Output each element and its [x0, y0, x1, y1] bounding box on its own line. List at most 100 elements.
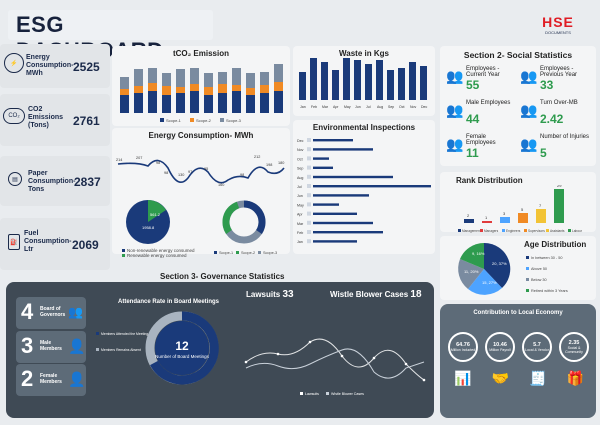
co2-bar-seg [190, 84, 199, 91]
waste-tick: Jun [355, 105, 361, 109]
legend-nonrenewable: Non-renewable energy consumed [127, 248, 195, 253]
co2-stacked-bar-chart: Scope-1 Scope-2 Scope-3 [120, 64, 283, 123]
co2-bar-seg [134, 69, 143, 86]
co2-bar-seg [176, 69, 185, 87]
co2-bar-seg [148, 68, 157, 83]
inspection-tick: May [297, 203, 304, 207]
male-member-icon: 👤 [68, 338, 86, 354]
energy-label: 98 [240, 173, 244, 177]
gov-card-board: 4 Board of Governors 👥 [16, 297, 86, 329]
legend-renewable: Renewable energy consumed [127, 253, 187, 258]
social-item: 👥 Employees - Previous Year 33 [520, 66, 578, 92]
group-icon: 👥 [446, 68, 464, 84]
inspection-bar [313, 166, 333, 169]
document-icon: 🧾 [529, 370, 547, 386]
waste-bar [354, 60, 361, 100]
attendance-donut: 12 Number of Board Meetings Members Atte… [96, 311, 219, 385]
inspection-bar [313, 194, 369, 197]
energy-label: 160 [218, 183, 224, 187]
age-legend-1: In between 30 - 50 [531, 256, 562, 260]
metric-label: Energy Consumption-MWh [26, 54, 74, 77]
waste-bar [332, 70, 339, 100]
energy-label: 130 [178, 173, 184, 177]
co2-bar-seg [204, 87, 213, 95]
rank-bar-chart: 2 1 3 5 7 29 Management Managers Engineers Superv… [458, 183, 583, 233]
age-legend-2: Above 50 [531, 267, 547, 271]
legend-scope1: Scope-1 [166, 118, 182, 123]
waste-bar [398, 68, 405, 100]
inspection-tick: Jan [297, 240, 303, 244]
metric-value: 2761 [73, 114, 100, 128]
donation-icon: 🎁 [566, 370, 584, 386]
inspection-bar [313, 185, 431, 188]
metric-value: 2837 [74, 175, 101, 189]
rank-legend: Management [462, 229, 481, 233]
co2-bar-seg [148, 83, 157, 91]
waste-tick: Feb [311, 105, 317, 109]
board-icon: 👥 [68, 305, 83, 319]
female-icon: 👥 [446, 136, 464, 152]
co2-bar-seg [232, 85, 241, 91]
social-item: 👥 Number of Injuries 5 [520, 134, 590, 160]
energy-label: 180 [278, 161, 284, 165]
social-title: Section 2- Social Statistics [463, 50, 573, 60]
metric-paper: ▤ Paper Consumption-Tons 2837 [0, 156, 110, 206]
waste-tick: Mar [322, 105, 329, 109]
waste-tick: Apr [333, 105, 339, 109]
co2-bar-seg [260, 85, 269, 93]
social-item: 👥 Male Employees 44 [446, 100, 511, 126]
metric-label: CO2 Emissions (Tons) [28, 106, 64, 129]
age-pie-chart: 20, 37% 15, 27% 11, 20% 9, 16% In betwee… [458, 242, 568, 295]
age-legend-4: Retired within 3 Years [531, 289, 568, 293]
co2-bar-seg [176, 87, 185, 93]
rank-legend: Labour [572, 229, 583, 233]
co2-emission-panel: tCO₂ Emission Scope-1 Scope-2 Scope-3 [112, 46, 290, 126]
inspection-tick: Nov [297, 148, 304, 152]
gov-card-male: 3 Male Members 👤 [16, 331, 86, 363]
governance-line-chart: Lawsuits Wistle Blower Cases [244, 338, 426, 396]
age-seg-4: 9, 16% [472, 251, 485, 256]
title-bar: ESG DASHBOARD [8, 10, 213, 63]
inspection-tick: Sep [297, 167, 303, 171]
energy-meter-icon: ⚡ [4, 53, 24, 73]
rank-legend: Engineers [506, 229, 521, 233]
co2-bar-seg [120, 95, 129, 113]
energy-label: 98 [164, 171, 168, 175]
donut-inner-value: 561.2 [150, 212, 161, 217]
co2-bar-seg [134, 93, 143, 113]
rank-bar [482, 221, 492, 223]
waste-tick: Dec [421, 105, 427, 109]
economy-panel: Contribution to Local Economy 64.76 Milli… [440, 304, 596, 418]
economy-item: 10.46 Million Payroll [485, 332, 515, 362]
rank-bar [518, 213, 528, 223]
turnover-icon: 👥 [520, 102, 538, 118]
rank-panel: Rank Distribution 2 1 3 5 7 29 Management Manag… [440, 172, 596, 233]
social-panel: Section 2- Social Statistics 👥 Employees … [440, 46, 596, 166]
legend-scope2: Scope-2 [196, 118, 212, 123]
social-item: 👥 Turn Over-MB 2.42 [520, 100, 578, 126]
co2-bar-seg [274, 91, 283, 113]
waste-bar [409, 62, 416, 100]
male-icon: 👥 [446, 102, 464, 118]
legend-d2-scope3: Scope-3 [263, 251, 277, 255]
co2-bar-seg [274, 82, 283, 91]
inspection-tick: Feb [297, 231, 303, 235]
co2-bar-seg [134, 86, 143, 93]
attendance-sub: Number of Board Meetings [155, 354, 210, 359]
inspection-tick: Jun [297, 194, 303, 198]
co2-bar-seg [246, 88, 255, 95]
rank-value: 7 [539, 203, 542, 208]
scope-donut [222, 200, 266, 244]
donut-outer-value: 1958.8 [142, 225, 155, 230]
inspection-bar [313, 231, 383, 234]
economy-icons: 📊 🤝 🧾 🎁 [454, 370, 584, 387]
handshake-icon: 🤝 [491, 370, 509, 386]
co2-bar-seg [232, 91, 241, 113]
inspection-tick: Oct [297, 157, 303, 161]
rank-bar [536, 209, 546, 223]
gov-card-female: 2 Female Members 👤 [16, 364, 86, 396]
rank-bar [500, 217, 510, 223]
co2-bar-seg [246, 95, 255, 113]
waste-panel: Waste in Kgs Jan Feb Mar Apr May Jun Jul Aug Sep… [293, 46, 435, 116]
inspections-panel: Environmental Inspections Dec Nov Oct Sep Au… [293, 120, 435, 254]
